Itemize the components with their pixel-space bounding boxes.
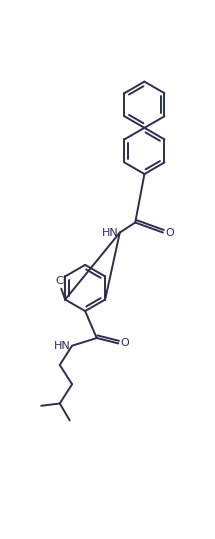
Text: HN: HN (54, 341, 71, 351)
Text: Cl: Cl (56, 277, 67, 286)
Text: HN: HN (101, 227, 118, 238)
Text: O: O (121, 338, 129, 348)
Text: O: O (165, 227, 174, 238)
